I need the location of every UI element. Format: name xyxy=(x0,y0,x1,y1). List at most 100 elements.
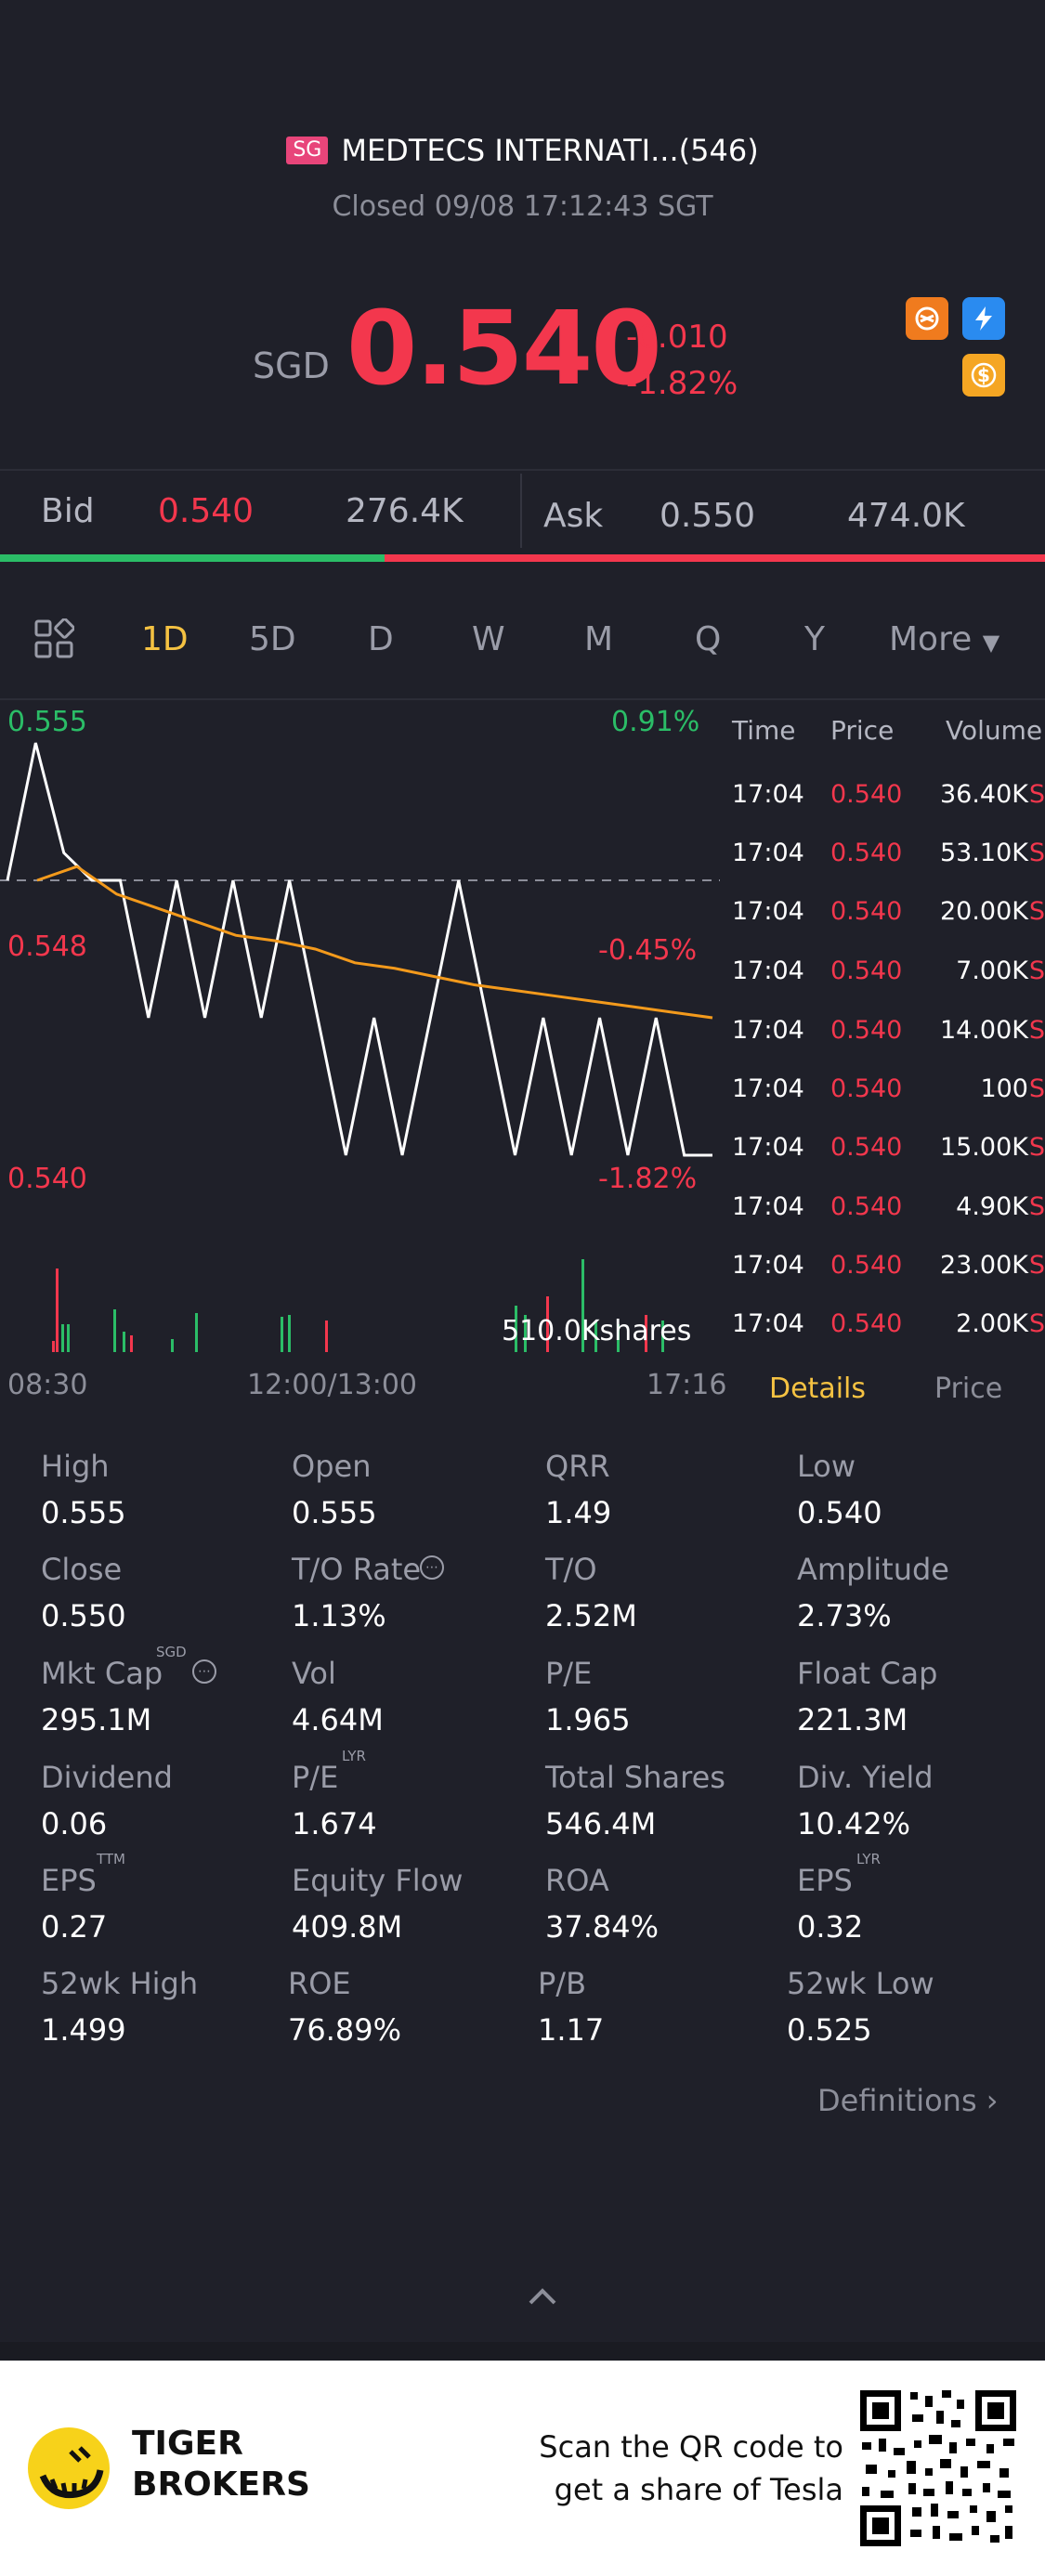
pct-label-mid: -0.45% xyxy=(598,934,698,967)
stat-label: T/O Rate xyxy=(292,1552,422,1587)
trade-price: 0.540 xyxy=(830,1133,903,1162)
stat-value: 1.49 xyxy=(545,1495,612,1530)
trade-side: S xyxy=(1028,956,1045,985)
stat-value: 0.27 xyxy=(41,1909,108,1945)
stock-name: MEDTECS INTERNATI...(546) xyxy=(341,133,759,168)
trade-price: 0.540 xyxy=(830,1016,903,1045)
volume-bar xyxy=(617,1324,620,1352)
market-status: Closed 09/08 17:12:43 SGT xyxy=(332,190,713,223)
trade-row: 17:04 0.540 7.00K S xyxy=(732,956,1045,1015)
volume-bar xyxy=(524,1315,527,1352)
flash-order-icon[interactable] xyxy=(962,297,1005,340)
definitions-label: Definitions xyxy=(817,2083,977,2118)
trades-header-price: Price xyxy=(830,715,895,746)
bid-strength-bar xyxy=(0,554,385,562)
collapse-up-icon[interactable] xyxy=(527,2286,558,2310)
trade-volume: 14.00K xyxy=(939,1016,1028,1045)
ask-strength-bar xyxy=(385,554,1045,562)
trade-row: 17:04 0.540 14.00K S xyxy=(732,1016,1045,1074)
trade-volume: 15.00K xyxy=(939,1133,1028,1162)
promo-text: Scan the QR code to get a share of Tesla xyxy=(520,2426,843,2511)
stat-value: 76.89% xyxy=(288,2012,402,2048)
tab-5d[interactable]: 5D xyxy=(249,620,296,658)
trade-time: 17:04 xyxy=(732,780,804,809)
x-label-start: 08:30 xyxy=(7,1369,88,1401)
brand-name: TIGER BROKERS xyxy=(132,2424,310,2505)
stat-label: Low xyxy=(797,1449,856,1484)
trade-time: 17:04 xyxy=(732,1016,804,1045)
volume-layer xyxy=(52,1259,664,1352)
stat-value: 10.42% xyxy=(797,1806,911,1841)
tab-details[interactable]: Details xyxy=(769,1373,867,1405)
promo-line: Scan the QR code to xyxy=(539,2429,843,2465)
tab-w[interactable]: W xyxy=(472,620,505,658)
stat-value: 1.13% xyxy=(292,1598,386,1633)
volume-total: 510.0Kshares xyxy=(502,1315,692,1347)
tab-d[interactable]: D xyxy=(368,620,394,658)
tab-y[interactable]: Y xyxy=(804,620,825,658)
stat-value: 0.555 xyxy=(292,1495,377,1530)
brand-line: TIGER xyxy=(132,2425,243,2463)
trade-time: 17:04 xyxy=(732,1192,804,1221)
stat-value: 1.674 xyxy=(292,1806,377,1841)
trade-row: 17:04 0.540 20.00K S xyxy=(732,897,1045,956)
tiger-logo-icon xyxy=(24,2424,113,2517)
bid-ask-separator xyxy=(520,474,522,548)
volume-bar xyxy=(515,1306,517,1352)
trade-price: 0.540 xyxy=(830,1074,903,1103)
info-icon[interactable]: ⋯ xyxy=(420,1555,444,1580)
trade-time: 17:04 xyxy=(732,1309,804,1338)
trade-row: 17:04 0.540 53.10K S xyxy=(732,839,1045,897)
stat-label: ROA xyxy=(545,1863,609,1898)
currency-label: SGD xyxy=(253,345,330,386)
stat-label: P/B xyxy=(538,1966,587,2001)
bid-section: Bid xyxy=(41,492,95,530)
timeframe-tabs xyxy=(0,580,1045,696)
trade-volume: 53.10K xyxy=(939,839,1028,867)
volume-bar xyxy=(594,1321,597,1352)
volume-bar xyxy=(61,1324,64,1352)
stat-value: 0.32 xyxy=(797,1909,864,1945)
price-layer xyxy=(0,742,720,1157)
tab-q[interactable]: Q xyxy=(695,620,722,658)
change-percent: -1.82% xyxy=(626,365,738,402)
stat-label: EPS xyxy=(797,1863,853,1898)
volume-bar xyxy=(661,1321,664,1352)
info-icon[interactable]: ⋯ xyxy=(192,1659,216,1684)
volume-bar xyxy=(281,1317,283,1352)
stat-value: 1.499 xyxy=(41,2012,126,2048)
trades-header-volume: Volume xyxy=(946,715,1043,746)
trade-side: S xyxy=(1028,1133,1045,1162)
dollar-icon[interactable]: $ xyxy=(962,354,1005,397)
tab-m[interactable]: M xyxy=(584,620,614,658)
trade-row: 17:04 0.540 36.40K S xyxy=(732,780,1045,839)
last-price: 0.540 xyxy=(346,289,662,408)
volume-bar xyxy=(546,1296,549,1352)
trade-price: 0.540 xyxy=(830,897,903,926)
svg-text:$: $ xyxy=(977,364,990,386)
divider xyxy=(0,698,1045,700)
more-label: More xyxy=(889,620,973,658)
tab-1d[interactable]: 1D xyxy=(141,620,189,658)
stat-label: Close xyxy=(41,1552,123,1587)
bid-label: Bid xyxy=(41,492,95,530)
stat-label: Float Cap xyxy=(797,1656,938,1691)
chart-layout-icon[interactable] xyxy=(33,618,75,663)
trade-time: 17:04 xyxy=(732,1251,804,1280)
trade-time: 17:04 xyxy=(732,956,804,985)
volume-bar xyxy=(67,1324,70,1352)
stat-value: 4.64M xyxy=(292,1702,384,1737)
ask-price: 0.550 xyxy=(660,497,756,535)
lyr-superscript: LYR xyxy=(856,1851,881,1867)
trade-row: 17:04 0.540 4.90K S xyxy=(732,1192,1045,1251)
trade-swap-icon[interactable] xyxy=(906,297,948,340)
stat-value: 221.3M xyxy=(797,1702,908,1737)
tab-more[interactable]: More ▼ xyxy=(889,620,999,658)
stat-label: Equity Flow xyxy=(292,1863,464,1898)
bid-price: 0.540 xyxy=(158,492,255,530)
tab-price[interactable]: Price xyxy=(934,1373,1003,1405)
intraday-chart[interactable] xyxy=(0,698,729,1358)
definitions-link[interactable]: Definitions › xyxy=(817,2083,999,2118)
stat-value: 295.1M xyxy=(41,1702,152,1737)
trade-row: 17:04 0.540 15.00K S xyxy=(732,1133,1045,1191)
